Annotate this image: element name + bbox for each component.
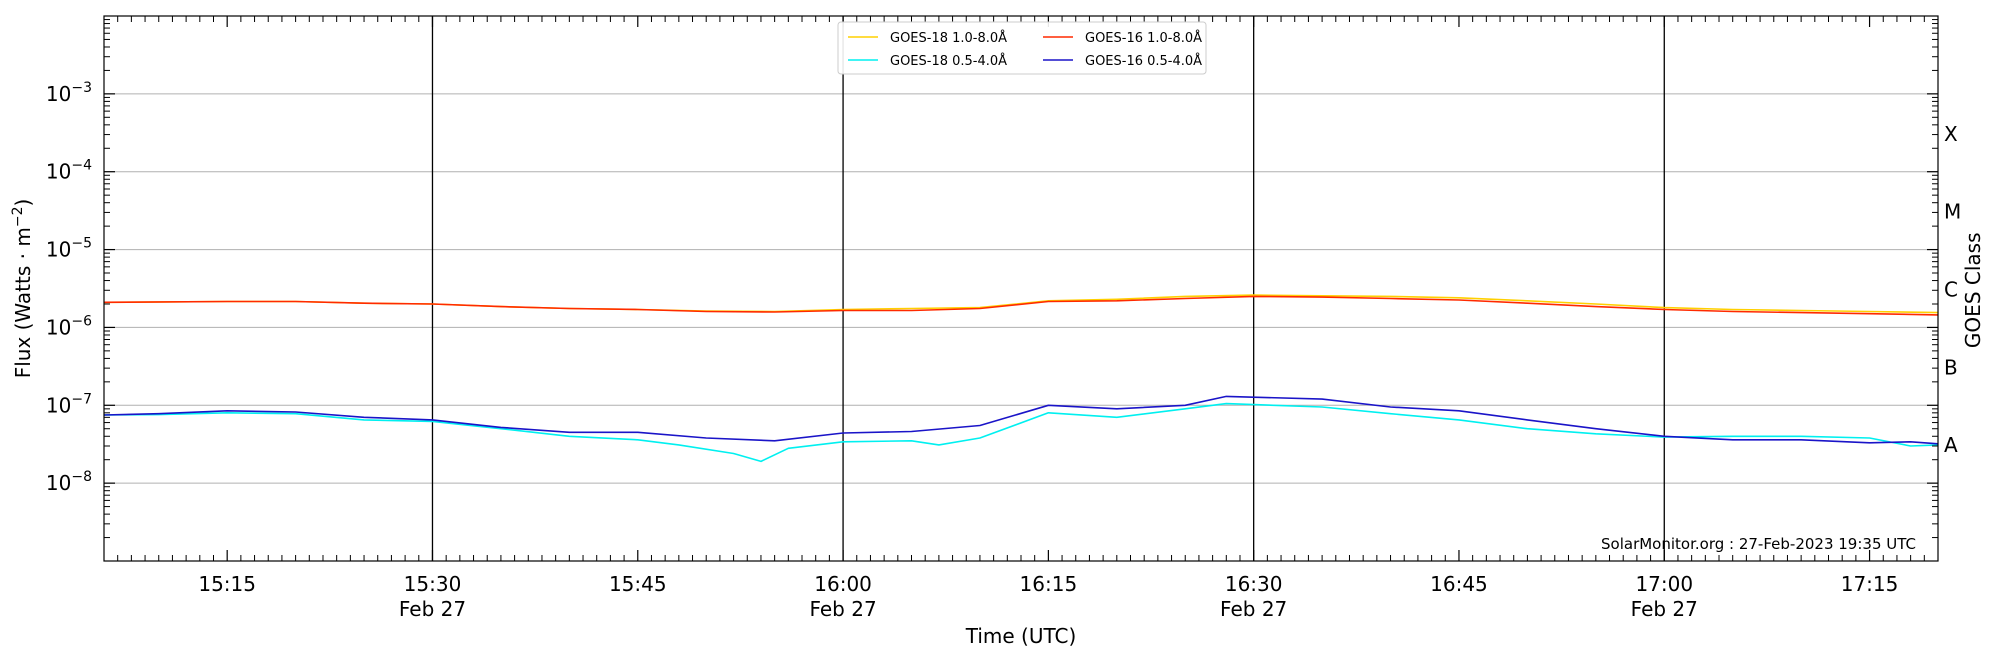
y-tick-label: 10−4 bbox=[46, 158, 92, 184]
vertical-day-lines bbox=[431, 16, 1665, 561]
series-layer bbox=[103, 294, 1939, 463]
y-axis-title-sup: −2 bbox=[10, 207, 26, 228]
y-tick-base: 10 bbox=[46, 238, 71, 262]
y-axis-title: Flux (Watts · m−2) bbox=[10, 199, 35, 379]
legend-entry-label: GOES-18 0.5-4.0Å bbox=[890, 53, 1007, 69]
legend-entry-label: GOES-16 1.0-8.0Å bbox=[1085, 30, 1202, 46]
y-tick-base: 10 bbox=[46, 160, 71, 184]
y-tick-exponent: −6 bbox=[71, 313, 92, 329]
x-tick-label: 16:00 bbox=[814, 572, 872, 596]
y-tick-base: 10 bbox=[46, 471, 71, 495]
legend-entry-label: GOES-18 1.0-8.0Å bbox=[890, 30, 1007, 46]
x-tick-date-label: Feb 27 bbox=[399, 597, 466, 621]
x-tick-label: 17:15 bbox=[1841, 572, 1899, 596]
series-line bbox=[103, 402, 1939, 463]
x-tick-date-label: Feb 27 bbox=[809, 597, 876, 621]
credit-text: SolarMonitor.org : 27-Feb-2023 19:35 UTC bbox=[1601, 535, 1916, 553]
x-tick-date-label: Feb 27 bbox=[1220, 597, 1287, 621]
x-tick-label: 16:30 bbox=[1225, 572, 1283, 596]
legend-box bbox=[837, 21, 1207, 75]
goes-class-label: X bbox=[1944, 122, 1958, 146]
y-tick-exponent: −3 bbox=[71, 80, 92, 96]
x-tick-date-label: Feb 27 bbox=[1631, 597, 1698, 621]
y-tick-base: 10 bbox=[46, 315, 71, 339]
goes-class-label: B bbox=[1944, 355, 1958, 379]
y-tick-label: 10−8 bbox=[46, 469, 92, 495]
y-tick-base: 10 bbox=[46, 393, 71, 417]
x-tick-label: 16:45 bbox=[1430, 572, 1488, 596]
y-tick-exponent: −7 bbox=[71, 391, 92, 407]
x-axis-title: Time (UTC) bbox=[965, 624, 1077, 648]
tick-layer bbox=[103, 16, 1939, 561]
goes-class-label: C bbox=[1944, 278, 1958, 302]
y-tick-exponent: −8 bbox=[71, 469, 92, 485]
plot-frame bbox=[103, 15, 1939, 562]
grid-layer bbox=[104, 93, 1938, 484]
right-axis-title: GOES Class bbox=[1961, 233, 1985, 349]
x-tick-label: 17:00 bbox=[1635, 572, 1693, 596]
y-tick-label: 10−5 bbox=[46, 236, 92, 262]
series-line bbox=[103, 295, 1939, 316]
series-line bbox=[103, 395, 1939, 445]
y-tick-base: 10 bbox=[46, 82, 71, 106]
y-tick-exponent: −5 bbox=[71, 236, 92, 252]
y-tick-label: 10−7 bbox=[46, 391, 92, 417]
x-tick-label: 15:45 bbox=[609, 572, 667, 596]
legend: GOES-18 1.0-8.0Å GOES-16 1.0-8.0Å GOES-18 … bbox=[837, 21, 1207, 75]
y-axis-title-base: Flux (Watts · m bbox=[11, 227, 35, 378]
goes-class-label: M bbox=[1944, 200, 1961, 224]
x-tick-label: 15:30 bbox=[404, 572, 462, 596]
y-axis-title-tail: ) bbox=[11, 199, 35, 207]
y-tick-label: 10−3 bbox=[46, 80, 92, 106]
legend-entry-label: GOES-16 0.5-4.0Å bbox=[1085, 53, 1202, 69]
y-tick-exponent: −4 bbox=[71, 158, 92, 174]
x-tick-label: 16:15 bbox=[1020, 572, 1078, 596]
y-tick-label: 10−6 bbox=[46, 313, 92, 339]
goes-class-label: A bbox=[1944, 433, 1958, 457]
x-tick-label: 15:15 bbox=[198, 572, 256, 596]
